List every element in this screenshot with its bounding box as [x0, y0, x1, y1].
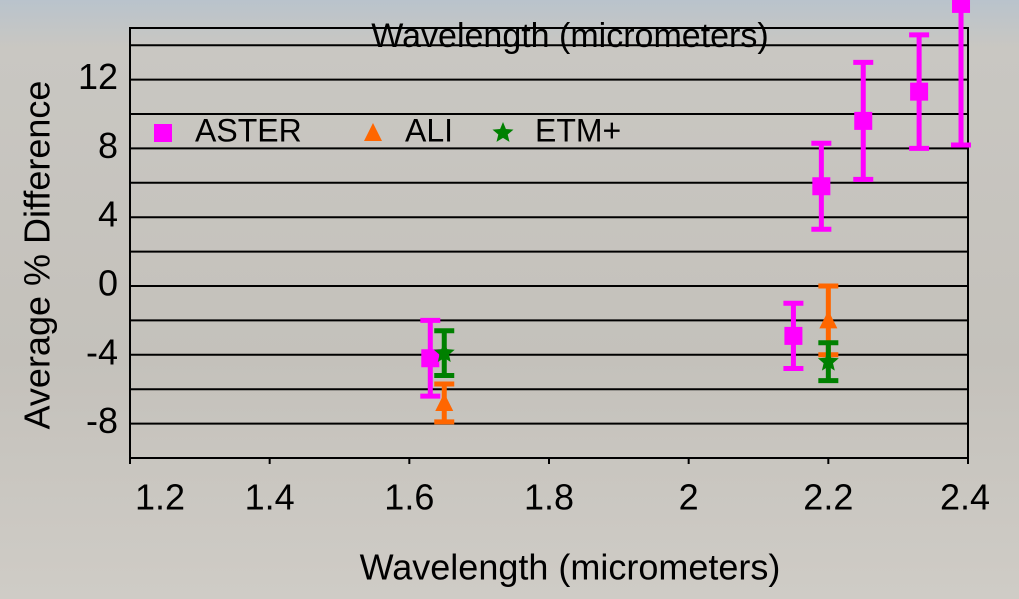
legend-label: ALI: [405, 112, 453, 148]
y-tick-label: -4: [86, 331, 118, 372]
legend-marker: [154, 124, 172, 142]
y-tick-label: -8: [86, 400, 118, 441]
y-tick-label: 8: [98, 125, 118, 166]
y-tick-label: 0: [98, 263, 118, 304]
page: -8 -4 0 4 8 12 1.2 1.4 1.6 1.8 2 2.2 2.4 ASTER ALI ETM+…: [0, 0, 1019, 599]
chart-title: Wavelength (micrometers): [371, 17, 768, 55]
marker-square: [910, 83, 928, 101]
marker-square: [812, 177, 830, 195]
x-tick-label: 1.2: [135, 477, 185, 518]
marker-square: [952, 0, 970, 13]
x-tick-label: 1.6: [384, 477, 434, 518]
legend-label: ASTER: [195, 112, 302, 148]
x-tick-label: 2.2: [803, 477, 853, 518]
marker-square: [784, 327, 802, 345]
x-tick-label: 1.4: [245, 477, 295, 518]
marker-square: [854, 112, 872, 130]
x-tick-label: 1.8: [524, 477, 574, 518]
x-tick-label: 2.4: [940, 477, 990, 518]
chart: -8 -4 0 4 8 12 1.2 1.4 1.6 1.8 2 2.2 2.4 ASTER ALI ETM+…: [0, 0, 1019, 599]
x-axis-label: Wavelength (micrometers): [360, 547, 781, 588]
x-tick-label: 2: [679, 477, 699, 518]
y-tick-label: 4: [98, 194, 118, 235]
y-tick-label: 12: [78, 56, 118, 97]
y-axis-label: Average % Difference: [17, 81, 58, 430]
legend-label: ETM+: [535, 112, 621, 148]
